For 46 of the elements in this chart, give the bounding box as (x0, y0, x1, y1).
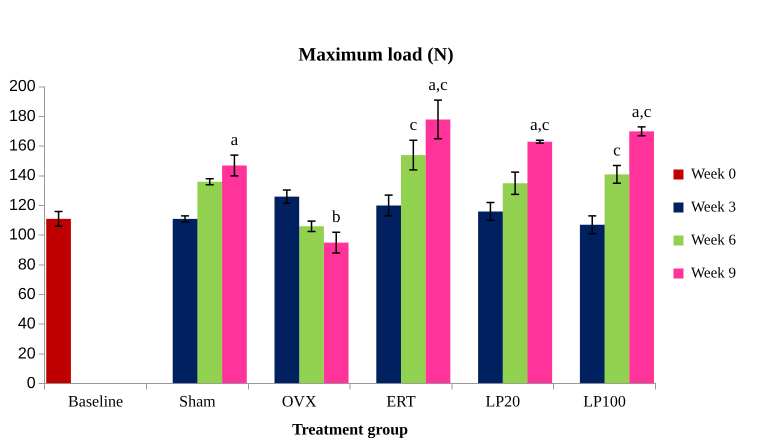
data-label: a,c (530, 115, 550, 134)
bar (604, 174, 630, 384)
data-label: b (332, 207, 340, 226)
bar (478, 211, 503, 384)
bar (376, 206, 401, 384)
y-tick-label: 0 (26, 375, 36, 392)
y-tick-label: 140 (8, 167, 36, 184)
bar (400, 155, 426, 384)
chart-title: Maximum load (N) (298, 44, 454, 66)
x-tick-label: OVX (282, 393, 317, 410)
x-tick-label: LP20 (485, 393, 520, 410)
legend-label: Week 6 (690, 232, 736, 248)
x-tick-label: ERT (386, 393, 416, 410)
y-tick-label: 200 (8, 78, 36, 96)
bar (222, 165, 247, 384)
bar (502, 183, 528, 384)
x-tick-label: Baseline (68, 393, 124, 410)
y-tick-label: 120 (8, 196, 36, 214)
bar (299, 226, 324, 384)
bar (426, 119, 450, 384)
data-label: a,c (428, 75, 448, 94)
x-tick-label: Sham (179, 393, 216, 410)
y-tick-label: 60 (18, 286, 36, 303)
data-label: a (230, 130, 239, 150)
bar (580, 224, 605, 384)
bar (46, 218, 71, 384)
y-tick-label: 100 (8, 226, 36, 244)
y-tick-label: 40 (18, 316, 36, 333)
data-label: c (410, 115, 418, 134)
bar (324, 242, 349, 384)
legend-label: Week 9 (690, 265, 736, 282)
data-label: c (613, 140, 622, 160)
x-tick-label: LP100 (583, 393, 626, 410)
bar (629, 131, 654, 384)
bar (274, 196, 300, 384)
bar (527, 142, 552, 384)
legend-label: Week 3 (690, 199, 736, 216)
y-tick-label: 20 (18, 345, 36, 362)
y-tick-label: 180 (8, 108, 36, 125)
x-axis-title: Treatment group (292, 422, 408, 439)
bar (172, 218, 198, 384)
bar (197, 182, 222, 384)
y-tick-label: 80 (18, 256, 36, 274)
y-tick-label: 160 (8, 138, 36, 155)
legend-label: Week 0 (690, 166, 736, 182)
data-label: a,c (632, 102, 652, 121)
